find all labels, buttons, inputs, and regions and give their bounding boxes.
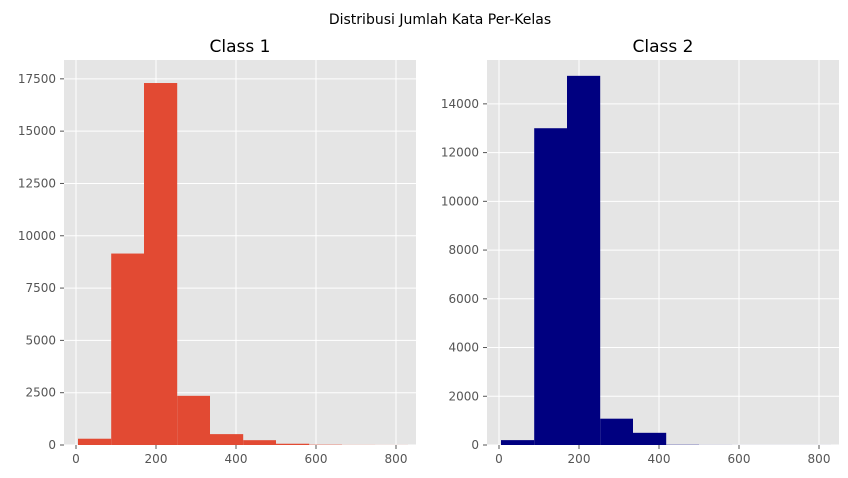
y-tick-label: 5000 (25, 333, 56, 347)
histogram-bar (177, 395, 210, 445)
y-tick-label: 12000 (441, 146, 479, 160)
y-tick-label: 0 (471, 438, 479, 452)
histogram-bar (210, 434, 244, 445)
x-tick-label: 0 (495, 452, 503, 466)
y-tick-label: 4000 (448, 341, 479, 355)
subplot-title: Class 1 (210, 37, 271, 57)
histogram-bar (534, 128, 567, 445)
y-tick-label: 7500 (25, 281, 56, 295)
y-tick-label: 10000 (441, 194, 479, 208)
x-tick-label: 200 (568, 452, 591, 466)
histogram-bar (111, 253, 144, 445)
histogram-bar (501, 440, 535, 445)
y-tick-label: 12500 (18, 176, 56, 190)
y-tick-label: 2000 (448, 389, 479, 403)
x-tick-label: 0 (72, 452, 80, 466)
x-tick-label: 800 (385, 452, 408, 466)
histogram-bar (600, 418, 633, 445)
subplot-title: Class 2 (633, 37, 694, 57)
y-tick-label: 17500 (18, 72, 56, 86)
histogram-bar (633, 432, 667, 445)
x-tick-label: 400 (648, 452, 671, 466)
y-tick-label: 6000 (448, 292, 479, 306)
y-tick-label: 10000 (18, 229, 56, 243)
y-tick-label: 14000 (441, 97, 479, 111)
y-tick-label: 0 (48, 438, 56, 452)
histogram-bar (276, 443, 310, 445)
y-tick-label: 15000 (18, 124, 56, 138)
subplot-class-2: 0 200 400 600 800020004000600080001000012000… (441, 37, 839, 466)
x-tick-label: 600 (305, 452, 328, 466)
x-tick-label: 400 (225, 452, 248, 466)
figure-suptitle: Distribusi Jumlah Kata Per-Kelas (329, 12, 551, 28)
x-tick-label: 200 (145, 452, 168, 466)
x-tick-label: 800 (808, 452, 831, 466)
y-tick-label: 8000 (448, 243, 479, 257)
subplot-class-1: 0 200 400 600 800 0 2500 5000 7500 10000 12500 1500… (18, 37, 416, 466)
y-tick-label: 2500 (25, 386, 56, 400)
histogram-bar (144, 83, 178, 446)
histogram-bar (78, 438, 112, 445)
histogram-bar (567, 75, 601, 445)
x-tick-label: 600 (728, 452, 751, 466)
histogram-bar (243, 440, 276, 445)
